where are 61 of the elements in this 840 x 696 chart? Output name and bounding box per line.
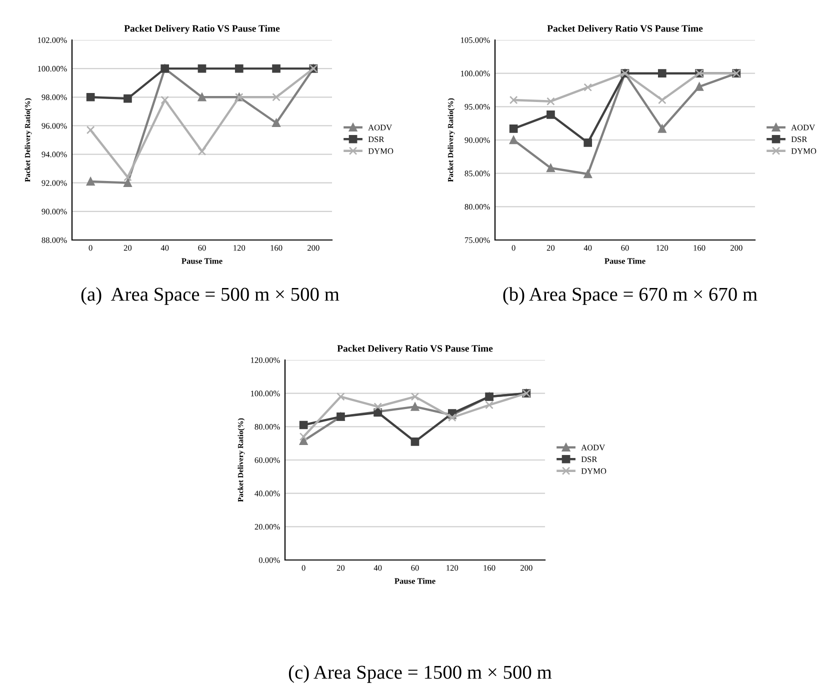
y-tick-label: 60.00% [254,457,280,464]
x-tick-label: 160 [484,565,496,571]
x-tick-label: 40 [160,245,169,251]
legend-label: AODV [791,124,816,130]
y-tick-label: 120.00% [251,357,280,364]
x-tick-label: 120 [656,245,668,251]
x-tick-label: 20 [336,565,345,571]
x-tick-label: 40 [584,245,592,251]
x-tick-label: 20 [124,245,132,251]
y-tick-label: 98.00% [42,94,67,100]
y-tick-label: 94.00% [42,152,67,158]
text: (b) Area Space = 670 m × 670 m [503,287,758,305]
y-tick-label: 20.00% [254,524,280,530]
x-tick-label: 60 [411,565,419,571]
x-tick-label: 160 [694,245,706,251]
y-tick-label: 95.00% [464,104,490,110]
x-axis-title: Pause Time [604,258,646,264]
y-tick-label: 80.00% [464,204,490,210]
y-tick-label: 40.00% [254,490,280,496]
chart-title: Packet Delivery Ratio VS Pause Time [547,24,703,34]
y-tick-label: 75.00% [464,237,490,244]
legend-label: DSR [581,456,598,462]
x-tick-label: 120 [234,245,246,251]
x-tick-label: 160 [270,245,282,251]
y-tick-label: 100.00% [251,390,280,396]
y-tick-label: 92.00% [42,180,67,186]
y-tick-label: 96.00% [42,123,67,129]
x-tick-label: 0 [512,245,516,251]
legend-label: DYMO [368,148,394,154]
y-tick-label: 88.00% [42,237,67,244]
x-tick-label: 0 [88,245,92,251]
text: (a) Area Space = 500 m × 500 m [81,287,340,305]
legend-label: AODV [581,444,606,450]
legend-label: DSR [368,136,384,142]
legend-label: AODV [368,124,392,130]
legend-label: DYMO [791,148,816,154]
y-tick-label: 90.00% [42,208,67,214]
x-tick-label: 200 [520,565,532,571]
y-tick-label: 100.00% [38,66,67,72]
y-tick-label: 85.00% [464,170,490,176]
x-tick-label: 60 [198,245,206,251]
x-tick-label: 40 [374,565,382,571]
x-tick-label: 20 [546,245,555,251]
y-tick-label: 100.00% [461,70,490,76]
y-tick-label: 90.00% [464,137,490,144]
x-tick-label: 60 [621,245,629,251]
x-axis-title: Pause Time [182,258,222,264]
legend-label: DSR [791,136,808,142]
text: (c) Area Space = 1500 m × 500 m [288,665,552,683]
x-tick-label: 200 [308,245,320,251]
x-tick-label: 120 [446,565,458,571]
y-tick-label: 0.00% [258,557,280,564]
x-tick-label: 200 [730,245,742,251]
y-tick-label: 80.00% [254,424,280,430]
legend-label: DYMO [581,468,606,474]
x-axis-title: Pause Time [394,578,436,584]
y-tick-label: 102.00% [38,37,67,44]
chart-title: Packet Delivery Ratio VS Pause Time [337,344,493,354]
x-tick-label: 0 [302,565,306,571]
y-tick-label: 105.00% [461,37,490,44]
chart-title: Packet Delivery Ratio VS Pause Time [124,24,280,34]
